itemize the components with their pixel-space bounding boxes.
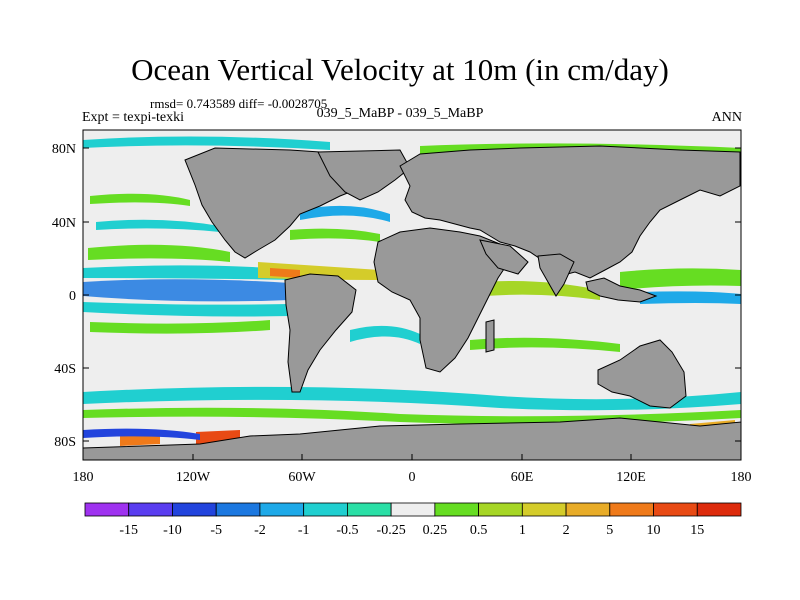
y-axis: [83, 147, 741, 442]
case-label: 039_5_MaBP - 039_5_MaBP: [316, 106, 484, 121]
field-north-pacific-band: [90, 193, 190, 206]
colorbar-label: -0.25: [377, 523, 406, 538]
colorbar-label: -1: [298, 523, 310, 538]
colorbar-swatch: [565, 502, 611, 517]
field-north-atlantic-band: [300, 205, 390, 222]
colorbar-label: 2: [563, 523, 570, 538]
field-south-atlantic-band: [350, 325, 420, 344]
y-tick-labels: 80N 40N 0 40S 80S: [52, 142, 76, 450]
colorbar-swatch: [390, 502, 436, 517]
colorbar: [84, 502, 742, 517]
x-tick-label: 60E: [511, 470, 534, 485]
x-tick-label: 60W: [288, 470, 316, 485]
land-madagascar: [485, 319, 495, 353]
colorbar-swatch: [259, 502, 305, 517]
x-tick-label: 180: [73, 470, 94, 485]
colorbar-label: 15: [690, 523, 704, 538]
land-masses: [82, 145, 742, 461]
colorbar-swatch: [215, 502, 261, 517]
colorbar-swatch: [609, 502, 654, 517]
colorbar-label: -2: [254, 523, 266, 538]
field-equatorial-pacific-band3: [83, 302, 290, 317]
colorbar-swatch: [172, 502, 217, 517]
land-arabia: [479, 239, 529, 275]
y-tick-label: 40S: [54, 362, 76, 377]
field-north-pacific-cyan: [96, 219, 220, 232]
colorbar-swatch: [303, 502, 348, 517]
x-tick-label: 180: [731, 470, 752, 485]
x-axis: [192, 454, 632, 460]
field-equatorial-pacific-band2: [83, 265, 300, 280]
velocity-field: [83, 136, 741, 446]
stats-label: rmsd= 0.743589 diff= -0.0028705: [150, 96, 328, 111]
experiment-label: Expt = texpi-texki: [82, 110, 184, 125]
colorbar-label: -10: [163, 523, 182, 538]
field-arctic-cyan: [83, 136, 330, 150]
field-west-pacific-blue: [640, 291, 741, 304]
colorbar-label: -0.5: [336, 523, 358, 538]
colorbar-label: -5: [210, 523, 222, 538]
field-atlantic-orange: [270, 268, 300, 278]
field-southern-ocean-band: [83, 386, 741, 411]
field-pacific-green-south: [90, 320, 270, 334]
field-west-pacific-band: [620, 268, 741, 290]
field-equatorial-pacific-band: [83, 279, 290, 302]
colorbar-swatch: [128, 502, 173, 517]
field-antarctic-blue: [83, 428, 200, 440]
x-tick-labels: 180 120W 60W 0 60E 120E 180: [73, 470, 752, 485]
land-india: [537, 253, 575, 297]
colorbar-swatch: [346, 502, 392, 517]
x-tick-label: 120E: [616, 470, 646, 485]
map-title: Ocean Vertical Velocity at 10m (in cm/da…: [131, 52, 669, 87]
field-indian-band: [485, 281, 600, 300]
season-label: ANN: [711, 110, 742, 125]
colorbar-label: 0.25: [423, 523, 448, 538]
x-tick-label: 0: [409, 470, 416, 485]
land-eurasia: [399, 145, 741, 279]
land-maritime-continent: [585, 277, 658, 303]
colorbar-labels: -15 -10 -5 -2 -1 -0.5 -0.25 0.25 0.5 1 2 5 10 15: [119, 523, 704, 538]
colorbar-swatch: [478, 502, 523, 517]
land-africa: [373, 227, 511, 373]
colorbar-swatch: [696, 502, 742, 517]
colorbar-swatch: [434, 502, 479, 517]
field-north-atlantic-green: [290, 228, 380, 242]
field-southern-ocean-green: [83, 407, 741, 425]
field-indian-south: [470, 337, 620, 352]
colorbar-label: 5: [606, 523, 613, 538]
colorbar-swatch: [521, 502, 567, 517]
land-greenland: [317, 149, 411, 201]
field-pacific-green-north: [88, 244, 230, 262]
y-tick-label: 80S: [54, 435, 76, 450]
y-tick-label: 40N: [52, 216, 76, 231]
colorbar-label: 10: [647, 523, 661, 538]
colorbar-label: 1: [519, 523, 526, 538]
colorbar-swatch: [653, 502, 698, 517]
colorbar-label: -15: [119, 523, 138, 538]
land-australia: [597, 339, 687, 409]
land-south-america: [284, 273, 357, 393]
y-tick-label: 80N: [52, 142, 76, 157]
y-tick-label: 0: [69, 289, 76, 304]
x-tick-label: 120W: [176, 470, 211, 485]
colorbar-swatch: [84, 502, 130, 517]
colorbar-label: 0.5: [470, 523, 488, 538]
